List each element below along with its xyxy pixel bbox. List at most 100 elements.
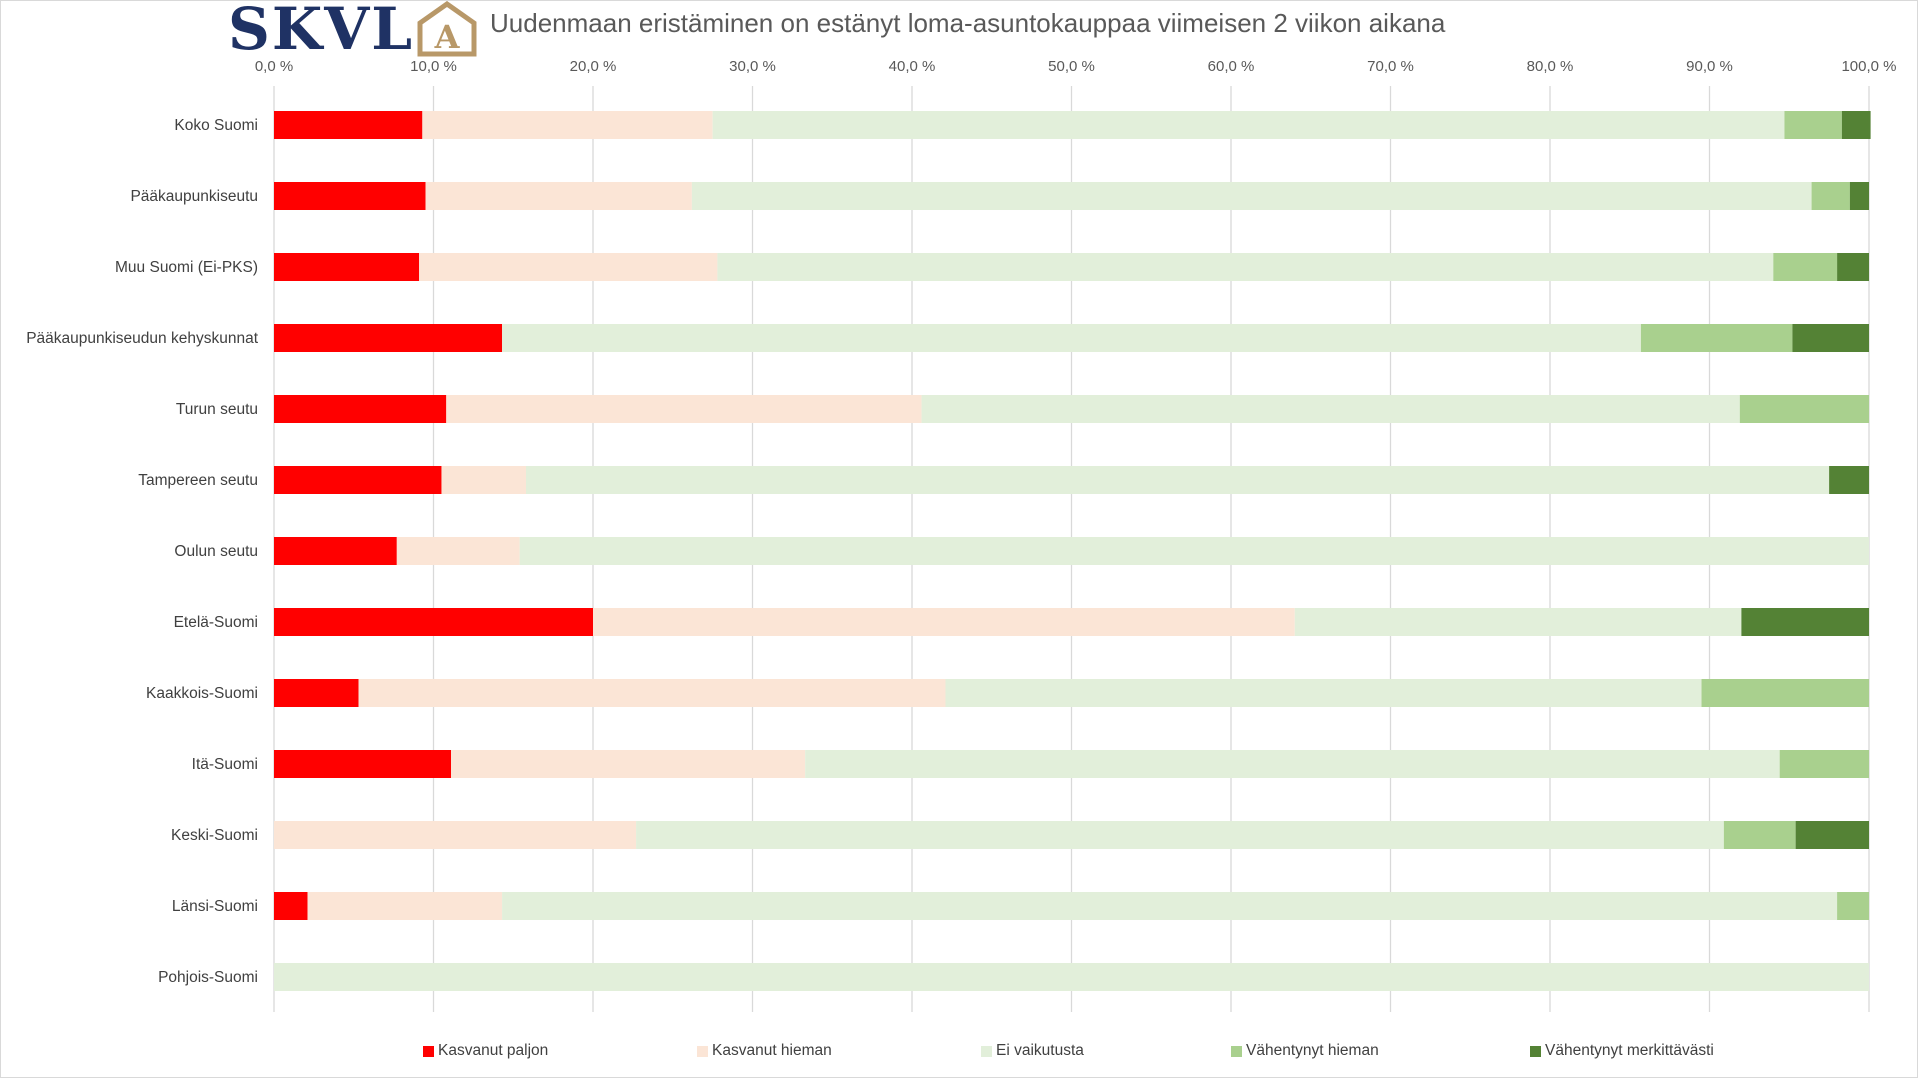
bar-segment xyxy=(451,750,806,778)
bar-segment xyxy=(274,537,397,565)
x-tick-label: 10,0 % xyxy=(410,58,457,75)
logo-house-icon: A xyxy=(417,1,477,57)
bar-segment xyxy=(1723,821,1796,849)
legend-item: Vähentynyt hieman xyxy=(1231,1040,1379,1062)
legend-swatch xyxy=(423,1045,434,1057)
x-tick-label: 30,0 % xyxy=(729,58,776,75)
legend-swatch xyxy=(1231,1045,1242,1057)
bar-segment xyxy=(307,892,503,920)
bar-segment xyxy=(274,324,503,352)
bar-segment xyxy=(425,182,692,210)
category-label: Oulun seutu xyxy=(174,543,258,560)
bar-segment xyxy=(1837,892,1869,920)
bar-segment xyxy=(274,750,452,778)
bar-segment xyxy=(274,679,359,707)
legend-swatch xyxy=(697,1045,708,1057)
x-tick-label: 100,0 % xyxy=(1841,58,1896,75)
bar-segment xyxy=(712,111,1785,139)
x-tick-label: 90,0 % xyxy=(1686,58,1733,75)
category-label: Pääkaupunkiseutu xyxy=(130,188,258,205)
bar-segment xyxy=(1829,466,1869,494)
legend-label: Vähentynyt merkittävästi xyxy=(1545,1042,1714,1059)
bar-segment xyxy=(593,608,1295,636)
bar-segment xyxy=(691,182,1812,210)
bar-segment xyxy=(1294,608,1742,636)
x-axis-ticks: 0,0 % 10,0 % 20,0 % 30,0 % 40,0 % 50,0 % 60,0 … xyxy=(255,58,1897,75)
x-tick-label: 0,0 % xyxy=(255,58,293,75)
bar-segment xyxy=(1739,395,1869,423)
legend-item: Ei vaikutusta xyxy=(981,1040,1084,1062)
legend-item: Vähentynyt merkittävästi xyxy=(1530,1040,1714,1062)
bar-segment xyxy=(274,821,637,849)
bar-segment xyxy=(419,253,718,281)
bar-segment xyxy=(274,608,593,636)
bar-segment xyxy=(1773,253,1838,281)
bar-segment xyxy=(636,821,1724,849)
bar-segment xyxy=(1849,182,1869,210)
category-label: Tampereen seutu xyxy=(138,472,258,489)
bar-segment xyxy=(519,537,1869,565)
bar-segment xyxy=(502,324,1641,352)
logo-house-letter: A xyxy=(434,18,461,56)
bar-segment xyxy=(1811,182,1850,210)
bar-segment xyxy=(1792,324,1869,352)
bar-segment xyxy=(1841,111,1871,139)
category-label: Itä-Suomi xyxy=(192,756,258,773)
category-label: Länsi-Suomi xyxy=(172,898,258,915)
bar-segment xyxy=(1640,324,1793,352)
x-tick-label: 50,0 % xyxy=(1048,58,1095,75)
category-label: Muu Suomi (Ei-PKS) xyxy=(115,259,258,276)
category-label: Keski-Suomi xyxy=(171,827,258,844)
legend-label: Kasvanut hieman xyxy=(712,1042,832,1059)
bar-segment xyxy=(274,892,308,920)
category-label: Pääkaupunkiseudun kehyskunnat xyxy=(26,330,259,347)
legend-item: Kasvanut hieman xyxy=(697,1040,832,1062)
chart-title: Uudenmaan eristäminen on estänyt loma-as… xyxy=(490,8,1446,38)
bar-segment xyxy=(921,395,1740,423)
category-label: Turun seutu xyxy=(176,401,258,418)
x-tick-label: 60,0 % xyxy=(1208,58,1255,75)
skvl-logo: SKVL A xyxy=(228,0,478,58)
legend-label: Ei vaikutusta xyxy=(996,1042,1084,1059)
bar-segment xyxy=(1784,111,1842,139)
legend-label: Vähentynyt hieman xyxy=(1246,1042,1379,1059)
bar-segment xyxy=(1701,679,1869,707)
legend-label: Kasvanut paljon xyxy=(438,1042,549,1059)
bar-segment xyxy=(274,253,420,281)
bar-segment xyxy=(526,466,1830,494)
bar-segment xyxy=(1741,608,1869,636)
category-label: Pohjois-Suomi xyxy=(158,969,258,986)
legend-swatch xyxy=(1530,1045,1541,1057)
bar-segment xyxy=(274,395,447,423)
category-label: Kaakkois-Suomi xyxy=(146,685,258,702)
bar-segment xyxy=(717,253,1774,281)
bar-segment xyxy=(1837,253,1869,281)
bar-segment xyxy=(502,892,1838,920)
category-labels: Koko Suomi Pääkaupunkiseutu Muu Suomi (Ei-… xyxy=(26,117,259,986)
legend: Kasvanut paljon Kasvanut hieman Ei vaikutu… xyxy=(0,1040,1920,1062)
legend-item: Kasvanut paljon xyxy=(423,1040,548,1062)
bar-segment xyxy=(446,395,922,423)
bars xyxy=(274,111,1871,991)
category-label: Koko Suomi xyxy=(174,117,258,134)
bar-segment xyxy=(358,679,946,707)
logo-text: SKVL xyxy=(228,0,415,63)
x-tick-label: 70,0 % xyxy=(1367,58,1414,75)
bar-segment xyxy=(1795,821,1869,849)
bar-segment xyxy=(274,182,426,210)
bar-segment xyxy=(396,537,520,565)
bar-segment xyxy=(274,466,442,494)
bar-segment xyxy=(945,679,1702,707)
x-tick-label: 20,0 % xyxy=(570,58,617,75)
bar-segment xyxy=(274,963,1869,991)
bar-segment xyxy=(441,466,527,494)
bar-segment xyxy=(274,111,423,139)
bar-segment xyxy=(422,111,713,139)
x-tick-label: 40,0 % xyxy=(889,58,936,75)
legend-swatch xyxy=(981,1045,992,1057)
category-label: Etelä-Suomi xyxy=(174,614,258,631)
bar-segment xyxy=(805,750,1780,778)
bar-segment xyxy=(1779,750,1869,778)
